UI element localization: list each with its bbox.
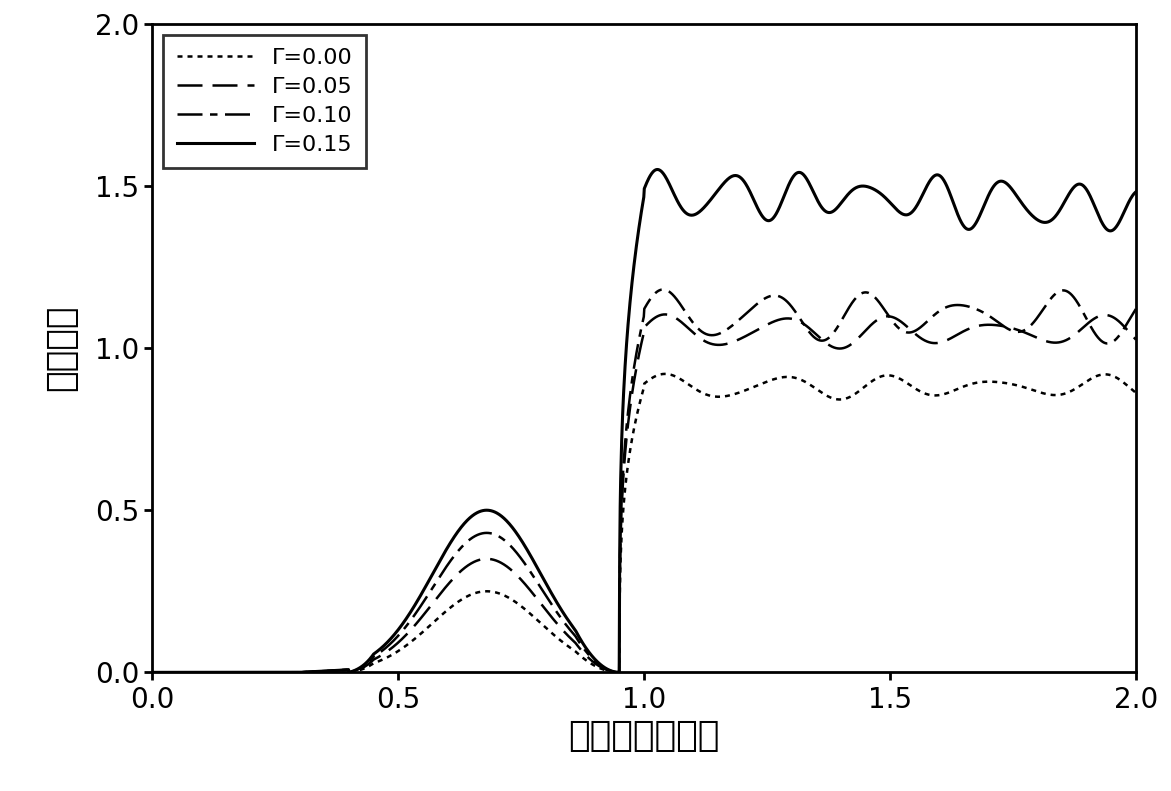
Γ=0.15 xyxy=(196,668,210,677)
Γ=0.10 xyxy=(196,668,210,677)
Γ=0.15 xyxy=(1129,187,1143,197)
Γ=0.00 xyxy=(920,389,934,399)
Γ=0.00 xyxy=(196,668,210,677)
Γ=0.05 xyxy=(658,309,672,319)
Line: Γ=0.00: Γ=0.00 xyxy=(152,374,1136,672)
Line: Γ=0.05: Γ=0.05 xyxy=(152,314,1136,672)
Y-axis label: 透射系数: 透射系数 xyxy=(44,305,78,392)
Γ=0.05 xyxy=(145,668,159,677)
Γ=0.00 xyxy=(145,668,159,677)
Γ=0.00 xyxy=(597,665,611,675)
Γ=0.05 xyxy=(597,664,611,674)
Γ=0.05 xyxy=(623,399,637,409)
Γ=0.00 xyxy=(1101,369,1115,379)
Line: Γ=0.15: Γ=0.15 xyxy=(152,169,1136,672)
Line: Γ=0.10: Γ=0.10 xyxy=(152,290,1136,672)
Γ=0.10 xyxy=(656,285,670,294)
Γ=0.05 xyxy=(1101,311,1115,320)
Γ=0.10 xyxy=(145,668,159,677)
Legend: Γ=0.00, Γ=0.05, Γ=0.10, Γ=0.15: Γ=0.00, Γ=0.05, Γ=0.10, Γ=0.15 xyxy=(163,35,367,168)
Γ=0.05 xyxy=(1129,335,1143,344)
Γ=0.10 xyxy=(1101,339,1115,348)
Γ=0.05 xyxy=(920,337,934,346)
Γ=0.15 xyxy=(1101,225,1115,234)
Γ=0.00 xyxy=(1101,370,1115,380)
Γ=0.10 xyxy=(1101,339,1115,348)
Γ=0.10 xyxy=(597,664,611,673)
Γ=0.00 xyxy=(623,443,637,452)
Γ=0.10 xyxy=(1129,305,1143,314)
Γ=0.15 xyxy=(597,663,611,672)
Γ=0.15 xyxy=(651,165,665,174)
Γ=0.10 xyxy=(623,387,637,396)
Γ=0.15 xyxy=(623,293,637,302)
X-axis label: 归一化输入功率: 归一化输入功率 xyxy=(568,719,720,753)
Γ=0.00 xyxy=(1129,388,1143,398)
Γ=0.15 xyxy=(920,181,934,191)
Γ=0.10 xyxy=(920,316,934,326)
Γ=0.15 xyxy=(145,668,159,677)
Γ=0.00 xyxy=(658,369,672,379)
Γ=0.05 xyxy=(196,668,210,677)
Γ=0.15 xyxy=(1101,225,1115,235)
Γ=0.05 xyxy=(1101,310,1115,320)
